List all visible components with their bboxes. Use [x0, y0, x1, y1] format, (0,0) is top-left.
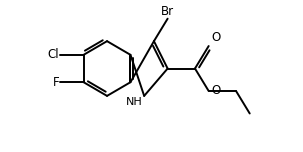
Text: Cl: Cl — [48, 48, 59, 61]
Text: O: O — [211, 83, 221, 97]
Text: Br: Br — [161, 5, 174, 18]
Text: NH: NH — [125, 97, 142, 107]
Text: O: O — [211, 31, 221, 44]
Text: F: F — [52, 76, 59, 89]
